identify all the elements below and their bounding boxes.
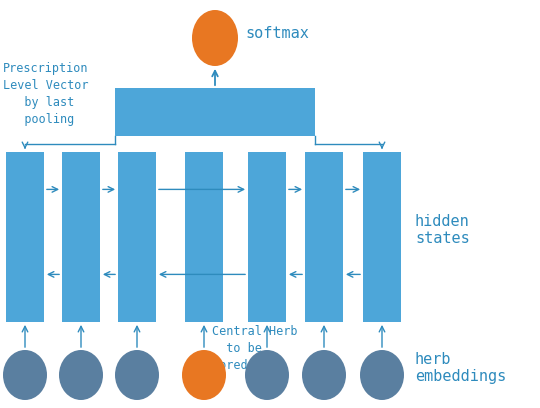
Ellipse shape (192, 10, 238, 66)
Text: herb
embeddings: herb embeddings (415, 352, 507, 384)
Bar (118, 152, 156, 322)
Text: softmax: softmax (245, 25, 309, 40)
Bar (305, 152, 343, 322)
Ellipse shape (360, 350, 404, 400)
Ellipse shape (182, 350, 226, 400)
Ellipse shape (245, 350, 289, 400)
Ellipse shape (3, 350, 47, 400)
Ellipse shape (59, 350, 103, 400)
Text: Prescription
Level Vector
   by last
   pooling: Prescription Level Vector by last poolin… (3, 62, 89, 126)
Bar (6, 152, 44, 322)
Bar (248, 152, 286, 322)
Bar (115, 88, 315, 136)
Text: hidden
states: hidden states (415, 214, 470, 246)
Text: Central Herb
  to be
 predicted: Central Herb to be predicted (212, 325, 298, 372)
Bar (363, 152, 401, 322)
Ellipse shape (115, 350, 159, 400)
Ellipse shape (302, 350, 346, 400)
Bar (62, 152, 100, 322)
Bar (185, 152, 223, 322)
